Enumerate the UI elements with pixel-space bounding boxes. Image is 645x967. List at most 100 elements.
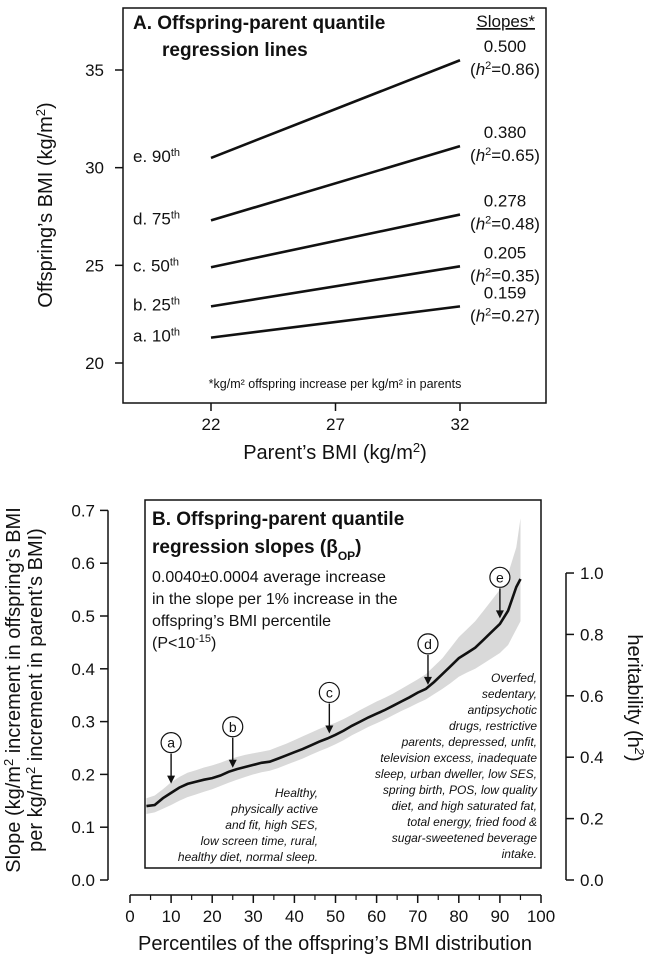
y-tick-label: 0.4	[71, 660, 95, 679]
slope-value: 0.500	[484, 37, 527, 56]
trend-note-line: 0.0040±0.0004 average increase	[152, 569, 386, 586]
marker-label: a	[167, 735, 175, 751]
panel-b-title-line2: regression slopes (βOP)	[152, 537, 362, 563]
y-tick-label: 0.0	[71, 871, 95, 890]
risk-note-line: sleep, urban dweller, low SES,	[375, 767, 537, 781]
panel-a-footnote: *kg/m² offspring increase per kg/m² in p…	[209, 377, 462, 391]
y-tick-label: 0.2	[71, 765, 95, 784]
x-tick-label: 50	[326, 907, 345, 926]
x-tick-label: 0	[125, 907, 134, 926]
panel-a-title-line2: regression lines	[162, 40, 308, 61]
panel-a-title: A. Offspring-parent quantile	[133, 13, 385, 34]
right-tick-label: 0.4	[580, 748, 604, 767]
marker-arrow-head	[495, 610, 504, 619]
risk-note-line: sedentary,	[482, 687, 537, 701]
panel-b-risk-note: Overfed, sedentary, antipsychotic drugs, re…	[375, 671, 538, 861]
y-tick-label: 0.7	[71, 501, 95, 520]
right-tick-label: 0.2	[580, 810, 604, 829]
series-label: c. 50th	[133, 256, 179, 275]
panel-b-trend-note: 0.0040±0.0004 average increase in the slo…	[152, 569, 398, 652]
risk-note-line: Overfed,	[491, 671, 537, 685]
slope-value: 0.278	[484, 192, 527, 211]
panel-a-frame	[122, 7, 547, 404]
panel-b-healthy-note: Healthy, physically active and fit, high S…	[178, 786, 318, 864]
x-tick-label: 20	[203, 907, 222, 926]
marker-circle	[489, 566, 511, 588]
panel-a-series-labels: a. 10th b. 25th c. 50th d. 75th e. 90th	[133, 147, 180, 346]
right-tick-label: 1.0	[580, 564, 604, 583]
panel-a-axes: 20 25 30 35 22 27 32	[85, 61, 469, 434]
healthy-note-line: Healthy,	[275, 786, 318, 800]
marker-arrow-head	[228, 759, 237, 768]
regression-line	[210, 213, 461, 269]
x-tick-label: 32	[451, 415, 470, 434]
risk-note-line: antipsychotic	[468, 703, 537, 717]
x-tick-label: 60	[367, 907, 386, 926]
heritability-value: (h2=0.27)	[470, 306, 540, 325]
marker-circle	[318, 681, 340, 704]
right-tick-label: 0.0	[580, 871, 604, 890]
series-label: b. 25th	[133, 295, 180, 314]
slopes-header: Slopes*	[476, 12, 535, 31]
regression-line	[210, 265, 461, 308]
marker-label: c	[326, 684, 333, 700]
risk-note-line: parents, depressed, unfit,	[401, 735, 537, 749]
slope-value: 0.205	[484, 243, 527, 262]
series-label: e. 90th	[133, 147, 180, 166]
heritability-value: (h2=0.35)	[470, 266, 540, 285]
marker-circle	[417, 633, 439, 655]
x-tick-label: 10	[162, 907, 181, 926]
y-tick-label: 0.1	[71, 818, 95, 837]
panel-b-axes: 0.0 0.1 0.2 0.3 0.4 0.5 0.6 0.7 0 10 20 30 40 50 60 70 8…	[71, 501, 603, 926]
right-tick-label: 0.8	[580, 625, 604, 644]
panel-a-y-axis-label: Offspring’s BMI (kg/m2)	[33, 102, 58, 307]
x-tick-label: 27	[326, 415, 345, 434]
slope-line	[146, 578, 522, 808]
heritability-value: (h2=0.86)	[470, 60, 540, 79]
panel-b-inner-frame	[144, 499, 542, 869]
x-tick-label: 90	[490, 907, 509, 926]
risk-note-line: diet, and high saturated fat,	[392, 799, 537, 813]
series-label: a. 10th	[133, 327, 180, 346]
marker-label: b	[229, 719, 237, 735]
x-tick-label: 100	[527, 907, 555, 926]
marker-arrow-head	[423, 676, 432, 685]
regression-line	[210, 59, 461, 160]
risk-note-line: television excess, inadequate	[380, 751, 537, 765]
panel-a-x-axis-label: Parent’s BMI (kg/m2)	[243, 440, 427, 465]
panel-a-lines	[210, 59, 461, 339]
right-tick-label: 0.6	[580, 687, 604, 706]
y-tick-label: 0.6	[71, 554, 95, 573]
heritability-value: (h2=0.48)	[470, 215, 540, 234]
panel-b-title-line1: B. Offspring-parent quantile	[152, 509, 404, 530]
marker-label: d	[424, 636, 432, 652]
x-tick-label: 22	[202, 415, 221, 434]
risk-note-line: total energy, fried food &	[407, 815, 537, 829]
trend-note-line: in the slope per 1% increase in the	[152, 591, 398, 608]
y-tick-label: 25	[85, 256, 104, 275]
panel-b-markers: a b c d e	[160, 566, 511, 784]
series-label: d. 75th	[133, 209, 180, 228]
panel-b-right-axis-label: heritability (h2)	[623, 634, 645, 761]
risk-note-line: intake.	[502, 847, 537, 861]
slope-value: 0.380	[484, 123, 527, 142]
y-tick-label: 0.3	[71, 713, 95, 732]
marker-circle	[222, 716, 244, 738]
risk-note-line: drugs, restrictive	[449, 719, 537, 733]
risk-note-line: spring birth, POS, low quality	[383, 783, 538, 797]
y-tick-label: 0.5	[71, 607, 95, 626]
y-tick-label: 35	[85, 61, 104, 80]
healthy-note-line: physically active	[230, 802, 318, 816]
marker-arrow-head	[325, 725, 334, 734]
marker-label: e	[496, 569, 504, 585]
healthy-note-line: healthy diet, normal sleep.	[178, 850, 318, 864]
healthy-note-line: and fit, high SES,	[225, 818, 318, 832]
slope-value: 0.159	[484, 283, 527, 302]
healthy-note-line: low screen time, rural,	[201, 834, 318, 848]
marker-arrow-head	[167, 775, 176, 784]
y-tick-label: 30	[85, 159, 104, 178]
risk-note-line: sugar-sweetened beverage	[392, 831, 538, 845]
x-tick-label: 70	[408, 907, 427, 926]
y-tick-label: 20	[85, 354, 104, 373]
